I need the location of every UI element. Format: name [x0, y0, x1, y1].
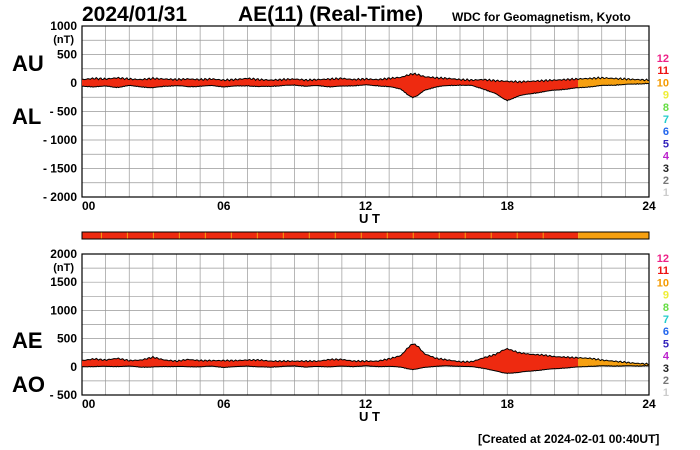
- x-axis-label: U T: [359, 409, 380, 424]
- station-legend-label: 1: [663, 387, 669, 399]
- station-bar-tick: [542, 232, 544, 239]
- x-tick-label: 06: [217, 397, 231, 411]
- station-legend-label: 10: [657, 277, 669, 289]
- y-tick-label: - 2000: [43, 190, 77, 204]
- station-legend-label: 7: [663, 314, 669, 326]
- station-legend-label: 7: [663, 114, 669, 126]
- station-bar-tick: [256, 232, 258, 239]
- ae-ao-fill-orange: [578, 357, 649, 367]
- y-tick-label: 1000: [50, 303, 77, 317]
- y-tick-label: - 500: [50, 388, 78, 402]
- station-legend-label: 12: [657, 53, 669, 65]
- station-legend-label: 6: [663, 126, 669, 138]
- station-bar-tick: [282, 232, 284, 239]
- station-legend-label: 4: [663, 351, 670, 363]
- y-tick-label: 0: [70, 360, 77, 374]
- ae-ao-panel: [81, 253, 650, 396]
- station-bar-tick: [412, 232, 414, 239]
- unit-label: (nT): [53, 262, 74, 274]
- y-tick-label: 500: [57, 332, 77, 346]
- ao-label: AO: [12, 372, 45, 397]
- station-bar-tick: [178, 232, 180, 239]
- station-legend-label: 9: [663, 90, 669, 102]
- data-source: WDC for Geomagnetism, Kyoto: [452, 10, 631, 24]
- x-tick-label: 24: [642, 397, 656, 411]
- x-tick-label: 12: [359, 199, 373, 213]
- station-legend-label: 8: [663, 102, 669, 114]
- y-tick-label: 1000: [50, 19, 77, 33]
- station-legend-label: 5: [663, 138, 669, 150]
- ae-series-line: [81, 343, 650, 366]
- al-label: AL: [12, 104, 42, 129]
- unit-label: (nT): [53, 34, 74, 46]
- ao-series-line: [81, 364, 650, 375]
- station-legend-label: 11: [657, 265, 669, 277]
- y-tick-label: 0: [70, 76, 77, 90]
- station-legend-label: 8: [663, 302, 669, 314]
- station-legend-label: 6: [663, 326, 669, 338]
- au-al-panel: [81, 25, 650, 198]
- x-tick-label: 18: [501, 397, 515, 411]
- station-bar-tick: [204, 232, 206, 239]
- x-tick-label: 24: [642, 199, 656, 213]
- station-bar-tick: [516, 232, 518, 239]
- station-bar-tick: [126, 232, 128, 239]
- y-tick-label: 1500: [50, 275, 77, 289]
- x-axis-label: U T: [359, 211, 380, 226]
- station-legend-label: 5: [663, 338, 669, 350]
- y-tick-label: - 1000: [43, 133, 77, 147]
- ae-ao-fill-red: [82, 344, 579, 374]
- x-tick-label: 00: [82, 397, 96, 411]
- station-bar-tick: [308, 232, 310, 239]
- station-legend-label: 9: [663, 290, 669, 302]
- y-tick-label: - 500: [50, 105, 78, 119]
- station-legend-label: 3: [663, 363, 669, 375]
- ae-label: AE: [12, 328, 43, 353]
- station-bar-tick: [464, 232, 466, 239]
- chart-date: 2024/01/31: [82, 3, 188, 26]
- chart-title: AE(11) (Real-Time): [238, 3, 424, 26]
- au-label: AU: [12, 51, 44, 76]
- station-bar-red: [82, 232, 579, 239]
- station-legend-label: 2: [663, 375, 669, 387]
- station-bar-tick: [386, 232, 388, 239]
- x-tick-label: 06: [217, 199, 231, 213]
- station-legend-label: 10: [657, 77, 669, 89]
- au-series-line: [82, 72, 650, 84]
- created-timestamp: [Created at 2024-02-01 00:40UT]: [478, 432, 660, 446]
- y-tick-label: 2000: [50, 247, 77, 261]
- station-bar-orange: [578, 232, 649, 239]
- y-tick-label: - 1500: [43, 162, 77, 176]
- station-legend-label: 3: [663, 163, 669, 175]
- x-tick-label: 00: [82, 199, 96, 213]
- station-bar-tick: [230, 232, 232, 239]
- x-tick-label: 18: [501, 199, 515, 213]
- station-bar-tick: [490, 232, 492, 239]
- station-legend-label: 1: [663, 187, 669, 199]
- x-tick-label: 12: [359, 397, 373, 411]
- station-bar-tick: [360, 232, 362, 239]
- station-legend-label: 12: [657, 253, 669, 265]
- plot-frame: [81, 253, 650, 396]
- station-legend-label: 2: [663, 175, 669, 187]
- y-tick-label: 500: [57, 48, 77, 62]
- station-bar-tick: [100, 232, 102, 239]
- station-bar-tick: [334, 232, 336, 239]
- al-series-line: [81, 82, 649, 102]
- station-bar-tick: [438, 232, 440, 239]
- station-legend-label: 11: [657, 65, 669, 77]
- station-legend-label: 4: [663, 151, 670, 163]
- station-bar-tick: [152, 232, 154, 239]
- plot-frame: [81, 25, 650, 198]
- station-bar-frame: [81, 231, 650, 240]
